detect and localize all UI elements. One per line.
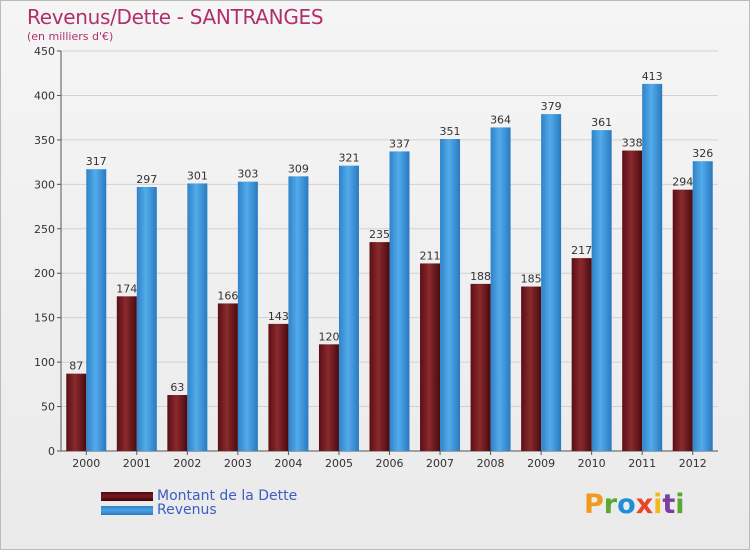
bar-dette	[521, 286, 542, 451]
x-tick-label: 2001	[123, 457, 151, 470]
bar-dette	[217, 303, 238, 451]
x-tick-label: 2003	[224, 457, 252, 470]
x-tick-label: 2010	[578, 457, 606, 470]
bar-dette	[420, 263, 441, 451]
x-tick-label: 2005	[325, 457, 353, 470]
logo-letter: t	[662, 489, 676, 520]
data-label-dette: 120	[318, 330, 339, 343]
bar-revenus	[187, 183, 208, 451]
bar-dette	[116, 296, 137, 451]
bar-dette	[167, 395, 188, 451]
bar-revenus	[591, 130, 612, 451]
data-label-dette: 217	[571, 244, 592, 257]
data-label-revenus: 337	[389, 137, 410, 150]
data-label-dette: 235	[369, 228, 390, 241]
logo-letter: i	[675, 489, 685, 520]
data-label-revenus: 351	[440, 125, 461, 138]
x-tick-label: 2006	[376, 457, 404, 470]
x-tick-label: 2009	[527, 457, 555, 470]
data-label-revenus: 326	[692, 147, 713, 160]
x-tick-label: 2002	[173, 457, 201, 470]
y-tick-label: 150	[34, 312, 55, 325]
data-label-revenus: 413	[642, 70, 663, 83]
data-label-revenus: 361	[591, 116, 612, 129]
y-tick-label: 100	[34, 356, 55, 369]
chart-title: Revenus/Dette - SANTRANGES	[27, 5, 324, 29]
data-label-dette: 87	[69, 360, 83, 373]
data-label-revenus: 303	[237, 168, 258, 181]
y-tick-label: 300	[34, 178, 55, 191]
logo-letter: o	[617, 489, 636, 520]
data-label-dette: 174	[116, 282, 137, 295]
chart-subtitle: (en milliers d'€)	[27, 30, 114, 43]
legend-swatch-dette	[101, 491, 153, 501]
data-label-revenus: 364	[490, 113, 511, 126]
logo-letter: r	[603, 489, 618, 520]
bar-dette	[571, 258, 592, 451]
logo-letter: i	[653, 489, 663, 520]
bar-dette	[672, 189, 693, 451]
y-tick-label: 250	[34, 223, 55, 236]
bar-dette	[268, 323, 289, 451]
data-label-dette: 166	[217, 289, 238, 302]
data-label-revenus: 321	[338, 152, 359, 165]
legend-item-revenus: Revenus	[101, 502, 217, 518]
data-label-revenus: 317	[86, 155, 107, 168]
bar-revenus	[541, 114, 562, 451]
bar-dette	[622, 150, 643, 452]
y-tick-label: 450	[34, 45, 55, 58]
legend-label-dette: Montant de la Dette	[157, 488, 298, 504]
bar-dette	[318, 344, 339, 451]
bar-dette	[369, 242, 390, 451]
x-tick-label: 2007	[426, 457, 454, 470]
y-tick-label: 400	[34, 89, 55, 102]
x-tick-label: 2012	[679, 457, 707, 470]
y-tick-label: 0	[48, 445, 55, 458]
data-label-dette: 338	[622, 137, 643, 150]
data-label-dette: 211	[420, 249, 441, 262]
bar-revenus	[490, 127, 511, 451]
x-tick-label: 2008	[477, 457, 505, 470]
data-label-revenus: 379	[541, 100, 562, 113]
bar-revenus	[136, 187, 157, 451]
data-label-revenus: 297	[136, 173, 157, 186]
data-label-dette: 294	[672, 176, 693, 189]
bar-revenus	[692, 161, 713, 451]
proxiti-logo: Proxiti	[584, 489, 685, 520]
data-label-revenus: 309	[288, 162, 309, 175]
logo-letter: x	[635, 489, 654, 520]
legend-item-dette: Montant de la Dette	[101, 488, 297, 504]
bar-revenus	[288, 176, 309, 452]
data-label-dette: 63	[170, 381, 184, 394]
data-label-dette: 185	[521, 273, 542, 286]
data-label-revenus: 301	[187, 169, 208, 182]
x-tick-label: 2000	[72, 457, 100, 470]
y-tick-label: 350	[34, 134, 55, 147]
bar-dette	[66, 373, 87, 451]
x-tick-label: 2011	[628, 457, 656, 470]
bar-dette	[470, 283, 491, 451]
x-tick-label: 2004	[274, 457, 302, 470]
y-tick-label: 50	[41, 401, 55, 414]
bar-revenus	[338, 165, 359, 451]
y-tick-label: 200	[34, 267, 55, 280]
bar-revenus	[440, 139, 461, 451]
bar-revenus	[389, 151, 410, 451]
legend-label-revenus: Revenus	[157, 502, 217, 518]
bar-revenus	[237, 181, 258, 451]
legend-swatch-revenus	[101, 505, 153, 515]
bar-revenus	[86, 169, 107, 451]
logo-letter: P	[584, 489, 604, 520]
data-label-dette: 143	[268, 310, 289, 323]
bar-revenus	[642, 83, 663, 451]
data-label-dette: 188	[470, 270, 491, 283]
